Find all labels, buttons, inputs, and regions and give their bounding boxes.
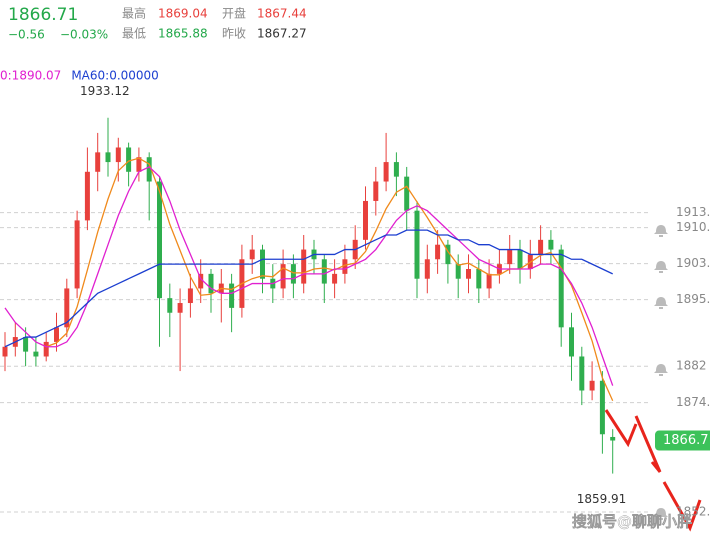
ma-line xyxy=(45,157,614,401)
candle-body xyxy=(249,249,255,260)
candle-body xyxy=(74,220,80,289)
candle-body xyxy=(332,273,338,284)
candle-body xyxy=(2,346,8,357)
ma-line xyxy=(4,166,614,386)
candle-body xyxy=(177,303,183,313)
candle-body xyxy=(363,200,368,240)
y-tick-label: 1895. xyxy=(676,292,710,306)
high-label: 1933.12 xyxy=(80,84,130,98)
candle-body xyxy=(579,356,585,391)
candle-body xyxy=(424,259,430,279)
candle-body xyxy=(599,380,605,435)
candle-body xyxy=(455,264,461,279)
candle-body xyxy=(383,162,389,182)
ma-line xyxy=(4,229,613,348)
candle-body xyxy=(435,244,441,260)
candle-body xyxy=(290,264,296,284)
candle-body xyxy=(33,351,39,357)
price: 1866.71 xyxy=(8,5,78,25)
candle-body xyxy=(301,249,307,284)
candle-body xyxy=(393,162,399,177)
candle-body xyxy=(198,273,204,289)
candle-body xyxy=(146,157,152,182)
candle-body xyxy=(54,327,59,342)
y-tick-label: 1910. xyxy=(676,220,710,234)
candle-body xyxy=(373,181,379,201)
candle-body xyxy=(404,176,410,211)
low-label: 1859.91 xyxy=(577,492,627,506)
candle-body xyxy=(115,147,121,163)
candle-body xyxy=(538,239,544,255)
candle-body xyxy=(486,273,492,289)
y-tick-label: 1852. xyxy=(676,505,710,519)
candle-body xyxy=(84,171,90,221)
candle-body xyxy=(569,327,574,357)
candle-body xyxy=(466,269,471,279)
y-tick-label: 1913.6 xyxy=(676,205,710,219)
candle-body xyxy=(167,298,173,313)
last-price-label: 1866.7 xyxy=(663,433,709,448)
candle-body xyxy=(126,147,132,172)
last-price-badge xyxy=(655,430,710,451)
stat-value: 1867.27 xyxy=(257,27,307,41)
candle-body xyxy=(548,239,554,250)
arrows xyxy=(604,409,702,532)
candle-body xyxy=(610,436,616,441)
candle-body xyxy=(507,249,513,265)
stat-label: 昨收 xyxy=(222,27,246,41)
candle-body xyxy=(157,181,162,299)
candle-body xyxy=(208,273,214,294)
legend-entry: 0:1890.07 xyxy=(0,69,61,83)
stat-value: 1869.04 xyxy=(158,7,208,21)
candle-body xyxy=(414,210,420,279)
change-pct: −0.03% xyxy=(60,28,108,42)
legend-entry: MA60:0.00000 xyxy=(71,69,159,83)
candle-body xyxy=(136,157,142,172)
candle-body xyxy=(445,244,451,265)
candle-body xyxy=(558,249,564,328)
candle-body xyxy=(43,341,49,357)
y-tick-label: 1903. xyxy=(676,256,710,270)
stat-label: 最低 xyxy=(122,27,146,41)
candle-body xyxy=(187,288,193,304)
watermark: 搜狐号@聊聊小胖 xyxy=(572,513,692,531)
candle-body xyxy=(517,249,523,269)
stat-value: 1867.44 xyxy=(257,7,307,21)
alert-bells xyxy=(654,225,668,520)
candle-body xyxy=(342,259,348,274)
y-tick-label: 1874.5 xyxy=(676,395,710,409)
candle-body xyxy=(105,152,111,163)
stat-label: 最高 xyxy=(122,6,146,21)
stat-value: 1865.88 xyxy=(158,27,208,41)
candle-body xyxy=(589,380,595,391)
y-tick-label: 1882 xyxy=(676,359,707,373)
candle-body xyxy=(321,259,327,284)
stat-label: 开盘 xyxy=(222,6,246,21)
candle-body xyxy=(95,152,101,172)
change: −0.56 xyxy=(8,28,45,42)
candle-body xyxy=(229,283,235,308)
candle-body xyxy=(64,288,70,328)
candle-body xyxy=(23,337,29,352)
candle-body xyxy=(260,249,265,279)
candle-body xyxy=(280,264,286,289)
candle-body xyxy=(476,269,482,289)
